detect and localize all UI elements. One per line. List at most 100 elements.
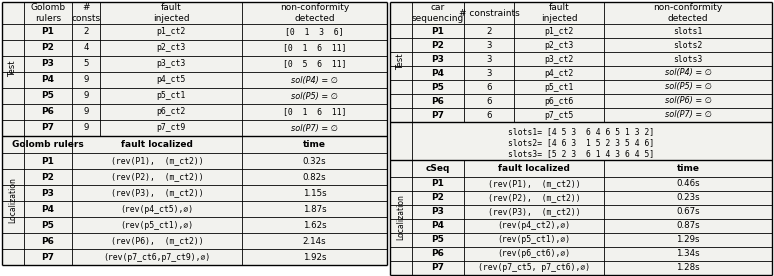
Text: p6_ct2: p6_ct2 [156,107,186,116]
Text: (rev(P2),  (m_ct2)): (rev(P2), (m_ct2)) [111,172,204,182]
Text: cSeq: cSeq [426,164,450,173]
Text: 0.82s: 0.82s [303,172,327,182]
Text: Golomb
rulers: Golomb rulers [30,3,66,23]
Text: p2_ct3: p2_ct3 [544,41,574,49]
Text: [0  1  6  11]: [0 1 6 11] [283,107,346,116]
Text: (rev(P1),  (m_ct2)): (rev(P1), (m_ct2)) [488,179,580,189]
Text: slots2= [4 6 3  1 5 2 3 5 4 6]: slots2= [4 6 3 1 5 2 3 5 4 6] [508,138,654,147]
Text: p3_ct3: p3_ct3 [156,60,186,68]
Text: 1.29s: 1.29s [676,235,700,245]
Text: (rev(P3),  (m_ct2)): (rev(P3), (m_ct2)) [488,208,580,216]
Text: (rev(P3),  (m_ct2)): (rev(P3), (m_ct2)) [111,189,204,198]
Text: P1: P1 [42,156,54,166]
Text: P5: P5 [42,92,54,100]
Text: Localization: Localization [9,177,18,224]
Bar [2,2,387,265]
Text: P5: P5 [42,221,54,230]
Text: P1: P1 [42,28,54,36]
Text: time: time [303,140,326,149]
Text: time: time [676,164,700,173]
Text: p6_ct6: p6_ct6 [544,97,574,105]
Text: sol(P5) = ∅: sol(P5) = ∅ [291,92,338,100]
Text: p7_ct5: p7_ct5 [544,110,574,120]
Text: p5_ct1: p5_ct1 [544,83,574,92]
Text: 6: 6 [486,83,491,92]
Text: 5: 5 [84,60,89,68]
Text: 3: 3 [486,54,491,63]
Text: P3: P3 [42,189,54,198]
Text: slots1: slots1 [673,26,703,36]
Text: sol(P7) = ∅: sol(P7) = ∅ [291,123,338,132]
Text: P6: P6 [42,237,54,245]
Text: 1.15s: 1.15s [303,189,327,198]
Text: # constraints: # constraints [459,9,519,17]
Text: [0  1  3  6]: [0 1 3 6] [286,28,344,36]
Text: (rev(p7_ct5, p7_ct6),∅): (rev(p7_ct5, p7_ct6),∅) [478,264,590,272]
Text: (rev(p5_ct1),∅): (rev(p5_ct1),∅) [121,221,194,230]
Text: slots1= [4 5 3  6 4 6 5 1 3 2]: slots1= [4 5 3 6 4 6 5 1 3 2] [508,127,654,136]
Text: P2: P2 [42,44,54,52]
Text: P4: P4 [42,205,54,214]
Text: P2: P2 [42,172,54,182]
Text: fault localized: fault localized [121,140,193,149]
Text: P7: P7 [42,123,54,132]
Text: 4: 4 [84,44,89,52]
Text: 0.46s: 0.46s [676,179,700,189]
Text: 6: 6 [486,110,491,120]
Text: P2: P2 [432,193,444,203]
Text: 2.14s: 2.14s [303,237,327,245]
Text: (rev(P6),  (m_ct2)): (rev(P6), (m_ct2)) [111,237,204,245]
Text: P7: P7 [431,264,444,272]
Text: sol(P4) = ∅: sol(P4) = ∅ [291,76,338,84]
Text: (rev(p5_ct1),∅): (rev(p5_ct1),∅) [498,235,570,245]
Text: 9: 9 [84,107,89,116]
Text: sol(P5) = ∅: sol(P5) = ∅ [665,83,711,92]
Text: 0.87s: 0.87s [676,222,700,230]
Text: (rev(p7_ct6,p7_ct9),∅): (rev(p7_ct6,p7_ct9),∅) [104,253,211,261]
Text: (rev(p4_ct5),∅): (rev(p4_ct5),∅) [121,205,194,214]
Text: 1.34s: 1.34s [676,250,700,259]
Text: Golomb rulers: Golomb rulers [12,140,84,149]
Text: Test: Test [396,54,406,70]
Text: P1: P1 [432,26,444,36]
Text: sol(P6) = ∅: sol(P6) = ∅ [665,97,711,105]
Text: 1.92s: 1.92s [303,253,327,261]
Text: p4_ct2: p4_ct2 [544,68,574,78]
Text: fault localized: fault localized [498,164,570,173]
Text: P6: P6 [432,97,444,105]
Text: 0.23s: 0.23s [676,193,700,203]
Text: 0.32s: 0.32s [303,156,327,166]
Text: 1.28s: 1.28s [676,264,700,272]
Text: P3: P3 [432,54,444,63]
Text: 6: 6 [486,97,491,105]
Text: P5: P5 [432,83,444,92]
Text: P7: P7 [431,110,444,120]
Text: p1_ct2: p1_ct2 [156,28,186,36]
Text: 9: 9 [84,76,89,84]
Text: fault
injected: fault injected [541,3,577,23]
Text: #
consts: # consts [71,3,101,23]
Text: 3: 3 [486,41,491,49]
Text: 0.67s: 0.67s [676,208,700,216]
Text: P4: P4 [431,68,444,78]
Text: Localization: Localization [396,195,406,240]
Text: P6: P6 [432,250,444,259]
Text: 2: 2 [486,26,491,36]
Text: 9: 9 [84,123,89,132]
Text: 1.62s: 1.62s [303,221,327,230]
Text: (rev(p6_ct6),∅): (rev(p6_ct6),∅) [498,250,570,259]
Text: slots2: slots2 [673,41,703,49]
Text: P6: P6 [42,107,54,116]
Text: p1_ct2: p1_ct2 [544,26,574,36]
Text: 9: 9 [84,92,89,100]
Text: P4: P4 [42,76,54,84]
Text: 2: 2 [84,28,89,36]
Text: p3_ct2: p3_ct2 [544,54,574,63]
Text: non-conformity
detected: non-conformity detected [280,3,349,23]
Text: P4: P4 [431,222,444,230]
Text: p5_ct1: p5_ct1 [156,92,186,100]
Text: (rev(P1),  (m_ct2)): (rev(P1), (m_ct2)) [111,156,204,166]
Text: car
sequencing: car sequencing [412,3,464,23]
Text: sol(P4) = ∅: sol(P4) = ∅ [665,68,711,78]
Text: fault
injected: fault injected [152,3,190,23]
